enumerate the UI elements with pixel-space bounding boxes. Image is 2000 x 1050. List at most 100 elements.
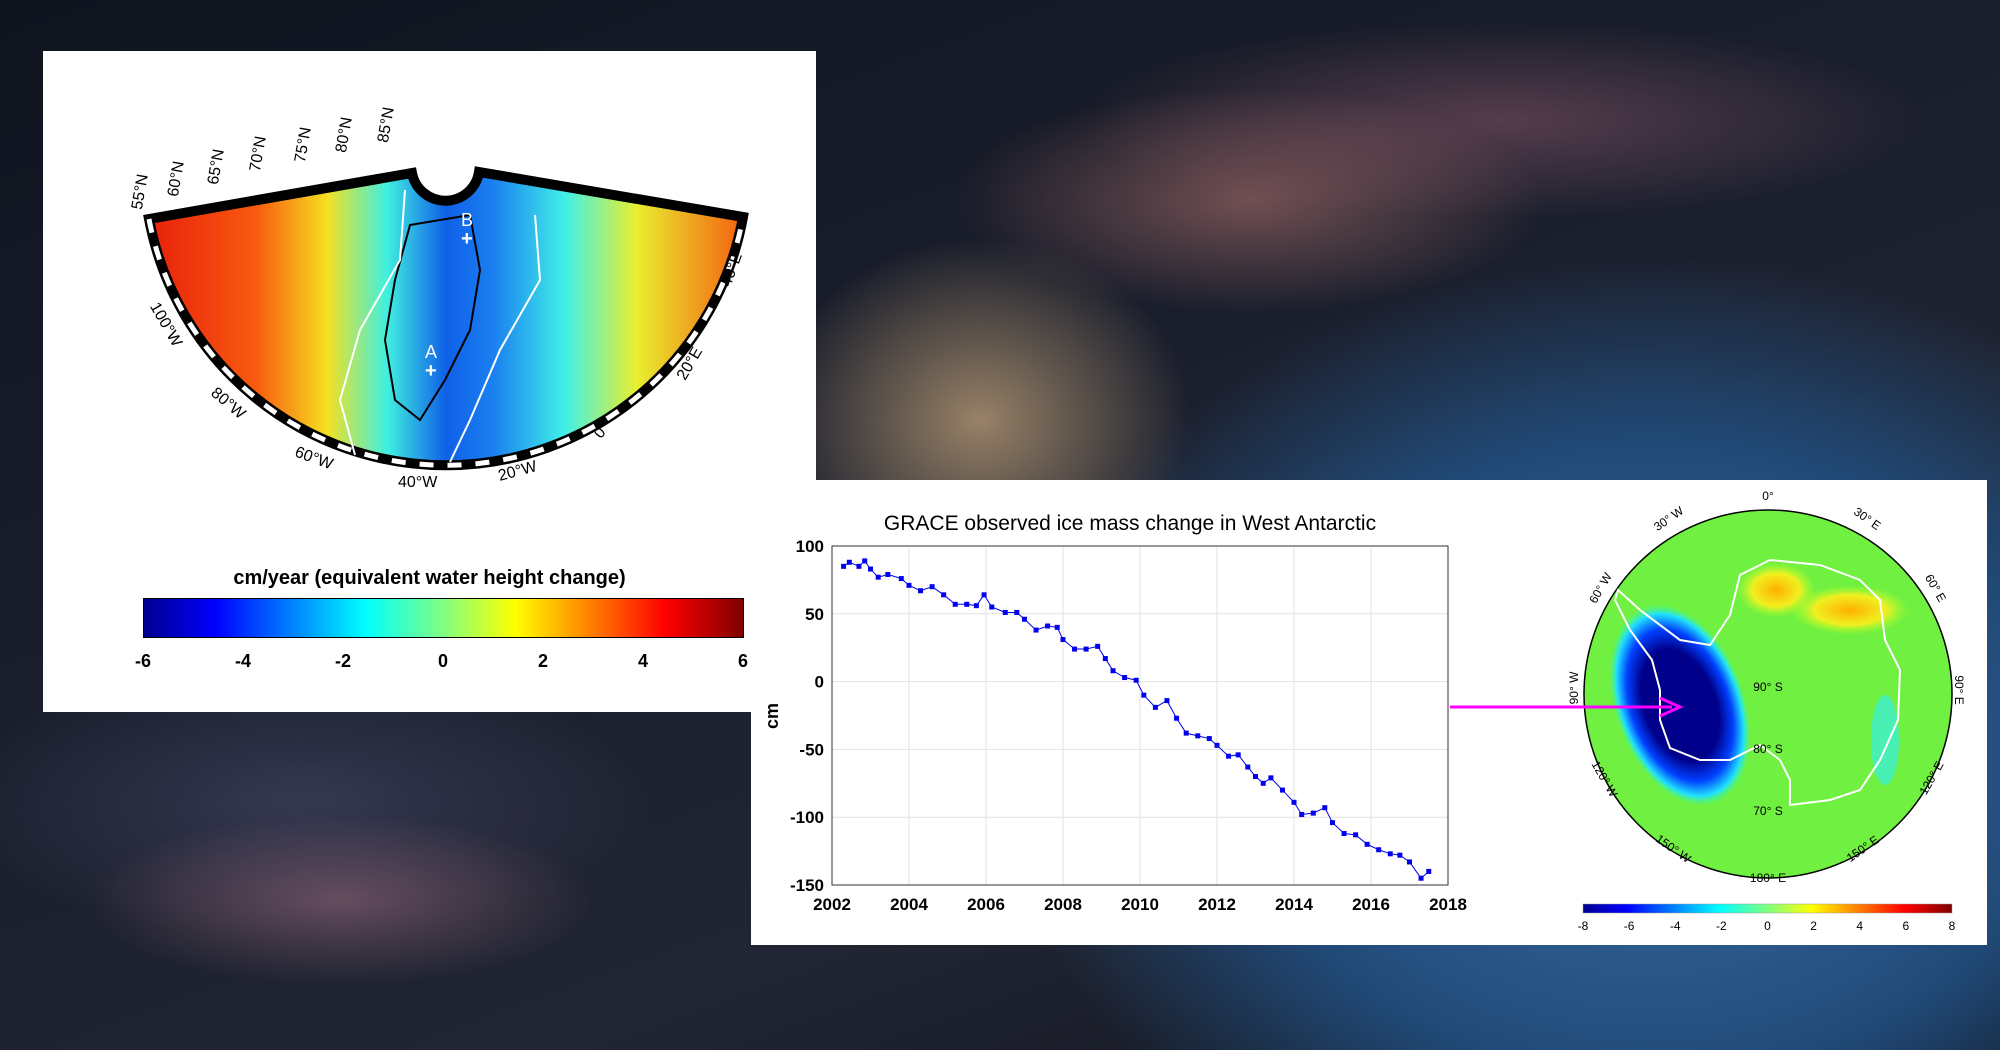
lat-label: 80° S (1753, 742, 1782, 756)
data-point (1330, 820, 1335, 826)
colorbar-tick: 0 (1764, 919, 1771, 933)
data-point (973, 603, 979, 609)
data-point (1022, 616, 1027, 622)
data-point (868, 566, 873, 572)
data-point (885, 571, 891, 577)
data-point (862, 558, 868, 564)
lon-label: 90° W (1567, 671, 1581, 704)
data-point (1083, 646, 1089, 652)
lon-label: 30° W (1651, 503, 1686, 534)
mass-loss-region (1609, 603, 1751, 807)
chart-title: GRACE observed ice mass change in West A… (884, 512, 1376, 535)
lat-label: 90° S (1753, 680, 1782, 694)
data-point (1299, 811, 1305, 817)
data-point (989, 604, 995, 610)
greenland-map-panel: 55°N 60°N 65°N 70°N 75°N 80°N 85°N 100°W 80°W 60°… (43, 51, 816, 712)
colorbar-tick: 6 (1903, 919, 1910, 933)
x-tick-label: 2016 (1352, 895, 1390, 914)
arrow-head-icon (1659, 696, 1684, 718)
data-point (1183, 730, 1189, 736)
x-tick-label: 2010 (1121, 895, 1159, 914)
contour-zero (338, 189, 542, 463)
y-tick-label: 50 (805, 605, 824, 624)
data-point (856, 563, 862, 569)
data-point (1102, 656, 1108, 662)
colorbar-tick: -2 (334, 651, 351, 671)
data-point (981, 592, 987, 598)
colorbar-tick: 2 (1810, 919, 1817, 933)
y-tick-label: -50 (799, 740, 824, 759)
data-point (1397, 852, 1403, 858)
y-tick-label: -150 (790, 876, 824, 895)
colorbar-tick: -6 (1624, 919, 1635, 933)
data-point (1033, 627, 1039, 633)
plus-icon: + (461, 228, 473, 250)
data-point (1245, 764, 1251, 770)
data-point (1322, 805, 1328, 811)
greenland-map (143, 166, 749, 471)
colorbar-tick: -6 (134, 651, 151, 671)
data-point (846, 559, 852, 565)
data-point (1279, 787, 1285, 793)
x-tick-label: 2004 (890, 895, 928, 914)
colorbar (1582, 903, 1953, 914)
data-point (1341, 830, 1347, 836)
data-point (1418, 875, 1424, 881)
y-axis-label: cm (762, 703, 782, 729)
colorbar-tick: 8 (1949, 919, 1956, 933)
data-point (1072, 646, 1078, 652)
data-point (1260, 780, 1266, 786)
data-point (1195, 733, 1201, 739)
x-tick-label: 2002 (813, 895, 851, 914)
lat-label: 70° S (1753, 804, 1782, 818)
lon-label: 0° (1762, 489, 1774, 503)
data-point (1133, 677, 1139, 683)
data-point (1174, 715, 1180, 721)
colorbar-tick: -8 (1578, 919, 1589, 933)
data-point (1164, 698, 1170, 704)
data-point (906, 582, 912, 588)
colorbar-tick: -4 (234, 651, 251, 671)
colorbar-tick: 6 (737, 651, 748, 671)
data-point (941, 592, 947, 598)
data-point (1152, 704, 1158, 710)
data-point (1387, 851, 1393, 857)
data-point (1045, 623, 1051, 629)
data-point (841, 563, 847, 569)
marker-b: B (461, 210, 474, 230)
x-tick-label: 2008 (1044, 895, 1082, 914)
data-point (1060, 637, 1066, 643)
map-frame-ticks (146, 216, 746, 468)
data-point (875, 574, 881, 580)
lon-label: 90° E (1952, 675, 1966, 704)
data-point (1235, 752, 1241, 758)
data-point (1110, 668, 1116, 674)
data-point (1206, 736, 1212, 742)
y-tick-label: -100 (790, 808, 824, 827)
data-point (1353, 832, 1359, 838)
data-point (1141, 692, 1147, 698)
data-point (1407, 859, 1412, 865)
colorbar-tick: -2 (1716, 919, 1727, 933)
data-point (1310, 810, 1316, 816)
data-point (1364, 841, 1370, 847)
colorbar-tick: 4 (1856, 919, 1863, 933)
data-point (952, 601, 958, 607)
data-point (898, 576, 904, 582)
data-point (929, 584, 935, 590)
lon-label: 30° E (1851, 505, 1883, 533)
lon-label: 40°W (398, 474, 438, 491)
marker-a: A (425, 342, 438, 362)
data-point (1095, 643, 1101, 649)
x-tick-label: 2006 (967, 895, 1005, 914)
colorbar-tick: 2 (537, 651, 548, 671)
x-tick-label: 2012 (1198, 895, 1236, 914)
data-point (1014, 609, 1020, 615)
colorbar (143, 598, 744, 638)
x-tick-label: 2014 (1275, 895, 1313, 914)
colorbar-title: cm/year (equivalent water height change) (233, 567, 626, 589)
y-tick-label: 100 (796, 537, 824, 556)
data-point (1291, 799, 1297, 805)
